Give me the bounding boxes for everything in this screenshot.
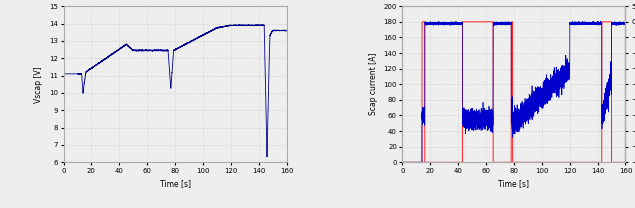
X-axis label: Time [s]: Time [s] (498, 179, 530, 188)
Alternator current (399, 161, 406, 163)
Alternator current (479, 115, 487, 117)
Alternator current (410, 161, 417, 163)
Supercapacitors voltage (155, 49, 163, 52)
Supercapacitor current (540, 161, 548, 163)
Supercapacitor current (479, 21, 487, 23)
Supercapacitors voltage (263, 156, 271, 158)
Line: Supercapacitors voltage: Supercapacitors voltage (64, 25, 286, 157)
Supercapacitor current (576, 161, 584, 163)
Alternator current (576, 21, 584, 24)
Alternator current (564, 79, 572, 81)
Supercapacitor current (622, 161, 629, 163)
Alternator current (575, 20, 582, 23)
Y-axis label: Vscap [V]: Vscap [V] (34, 66, 43, 103)
Line: Alternator current: Alternator current (403, 21, 625, 162)
Supercapacitor current (410, 161, 417, 163)
Alternator current (531, 100, 538, 103)
Supercapacitors voltage (265, 83, 272, 85)
Supercapacitor current (531, 161, 538, 163)
Alternator current (622, 22, 629, 25)
Y-axis label: Scap current [A]: Scap current [A] (369, 53, 378, 115)
Supercapacitors voltage (276, 30, 284, 32)
Supercapacitors voltage (166, 68, 173, 71)
Supercapacitors voltage (283, 30, 290, 32)
Line: Supercapacitor current: Supercapacitor current (403, 22, 625, 162)
Supercapacitor current (399, 161, 406, 163)
X-axis label: Time [s]: Time [s] (159, 179, 190, 188)
Supercapacitors voltage (60, 73, 67, 75)
Supercapacitor current (418, 21, 426, 23)
Supercapacitors voltage (154, 49, 161, 52)
Supercapacitors voltage (222, 25, 229, 27)
Alternator current (540, 79, 548, 82)
Supercapacitor current (564, 161, 572, 163)
Supercapacitors voltage (235, 23, 243, 26)
